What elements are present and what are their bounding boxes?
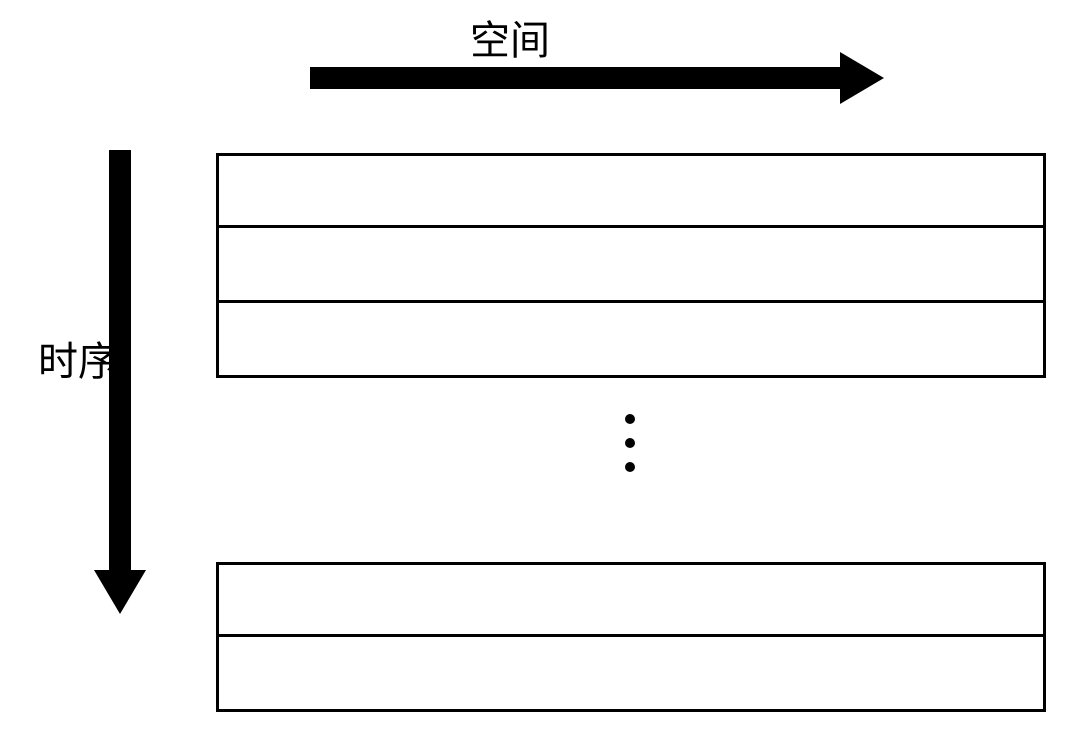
ellipsis-dots <box>625 414 635 472</box>
vertical-arrow-icon <box>94 150 146 614</box>
horizontal-arrow-icon <box>310 52 884 104</box>
data-row <box>216 637 1046 712</box>
rows-bottom-block <box>216 562 1046 712</box>
data-row <box>216 303 1046 378</box>
ellipsis-dot <box>625 414 635 424</box>
data-row <box>216 228 1046 303</box>
ellipsis-dot <box>625 462 635 472</box>
ellipsis-dot <box>625 438 635 448</box>
rows-top-block <box>216 153 1046 378</box>
diagram-container: 空间 时序 <box>0 0 1076 744</box>
data-row <box>216 562 1046 637</box>
data-row <box>216 153 1046 228</box>
